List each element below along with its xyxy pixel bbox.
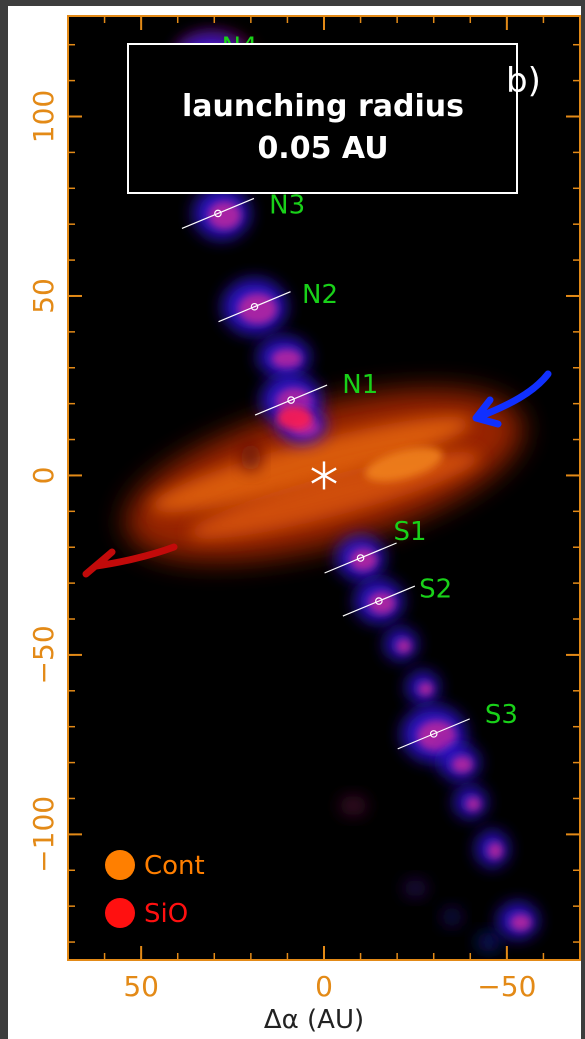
y-tick-label: 50 [27,278,60,314]
faint-blob [339,795,368,816]
jet-knot-magenta [271,349,302,369]
y-tick-label: −100 [27,796,60,873]
annotation-line-2: 0.05 AU [257,131,388,166]
knot-position-line [397,718,470,750]
legend: Cont SiO [105,850,205,929]
knot-label: N1 [342,370,378,400]
annotation-line-1: launching radius [182,89,464,124]
y-tick-label: 100 [27,90,60,143]
knot-label: S2 [419,574,452,604]
jet-knot-magenta [451,756,473,773]
knot-label: S1 [393,517,426,547]
legend-sio-label: SiO [144,899,188,929]
jet-knot-magenta [208,201,242,230]
axes: 50 0 −50 100 50 0 −50 −100 [27,16,580,1003]
x-tick-label: 50 [123,970,159,1003]
blueshifted-rotation-arrow [472,370,552,428]
knot-label: S3 [485,700,518,730]
jet-knot-magenta [396,639,412,654]
jet-knot-magenta [418,682,434,697]
knot-marker [250,302,259,311]
disk-bright-spot [365,447,443,482]
overlay: N4N3N2N1S1S2S3 [82,32,552,750]
legend-cont-swatch [105,850,135,880]
knot-position-line [324,542,397,574]
knot-label: N2 [302,280,338,310]
annotation-box-frame [127,43,518,194]
annotation-box: launching radius 0.05 AU [127,43,518,194]
faint-blob [476,932,501,953]
knot-position-line [218,291,291,323]
jet-base-hotspot [276,406,313,431]
x-axis-label: Δα (AU) [264,1005,364,1035]
knot-position-line [254,384,328,416]
y-tick-label: −50 [27,625,60,684]
source-star-stroke [311,467,337,484]
knot-marker [375,597,383,605]
jet-knot-magenta [510,914,532,931]
jet-knot-magenta [487,842,503,860]
knot-label: N3 [269,190,305,220]
knot-marker [429,730,438,738]
knot-position-line [181,197,255,229]
x-tick-label: −50 [477,970,536,1003]
panel-label: b) [506,61,541,101]
knot-marker [214,209,222,218]
legend-sio-swatch [105,898,135,928]
faint-blob [240,443,261,472]
knot-marker [287,396,295,404]
knot-position-line [342,585,416,617]
disk-upper-ridge [151,416,471,513]
faint-blob [403,879,428,898]
source-star [311,461,337,490]
legend-cont-label: Cont [144,851,205,881]
knot-marker [356,554,365,562]
faint-blob [442,906,462,927]
redshifted-rotation-arrow [82,543,178,578]
jet-knot-magenta [465,797,481,812]
x-tick-label: 0 [315,970,333,1003]
y-tick-label: 0 [27,467,60,485]
